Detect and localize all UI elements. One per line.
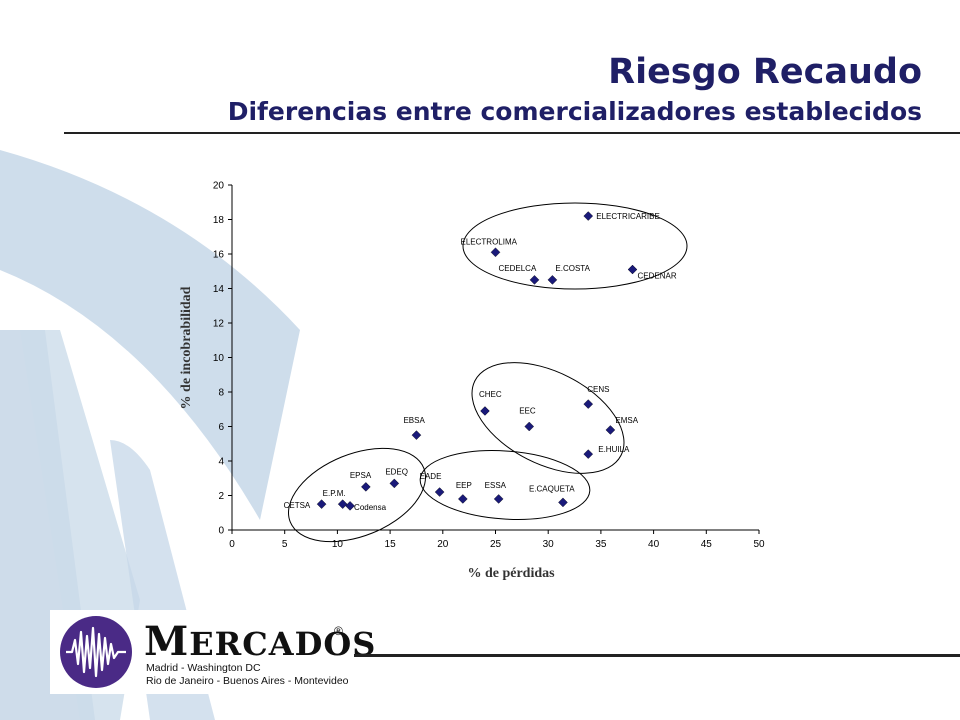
group-ellipse-south-east (419, 450, 591, 520)
y-ticks: 0 2 4 6 8 10 12 14 16 18 20 (213, 181, 232, 537)
y-tick-label: 12 (213, 319, 225, 330)
data-point-label: EPSA (350, 471, 372, 480)
x-tick-label: 0 (229, 539, 235, 550)
data-point-label: EADE (420, 472, 442, 481)
x-tick-label: 40 (648, 539, 660, 550)
data-point-label: CHEC (479, 390, 502, 399)
logo-wordmark: MERCADOS (144, 618, 376, 665)
y-tick-label: 16 (213, 250, 225, 261)
company-logo: MERCADOS ® Madrid - Washington DC Rio de… (50, 610, 375, 694)
data-point-marker (558, 497, 568, 508)
x-tick-label: 15 (385, 539, 397, 550)
data-point-marker (583, 211, 594, 221)
data-point-label: EEC (519, 407, 536, 416)
data-point-label: E.COSTA (555, 264, 590, 273)
data-point-marker (361, 482, 371, 492)
logo-wordmark-initial: M (144, 618, 190, 665)
logo-wordmark-rest: ERCADOS (189, 625, 377, 663)
x-tick-label: 30 (543, 539, 555, 550)
header-divider (64, 132, 960, 134)
data-point-label: ELECTRICARIBE (596, 212, 660, 221)
x-ticks: 0 5 10 15 20 25 30 35 40 45 50 (229, 530, 765, 550)
x-axis-title: % de pérdidas (467, 566, 555, 581)
y-tick-label: 14 (213, 284, 225, 295)
data-point-marker (434, 487, 445, 497)
data-point-marker (411, 430, 422, 440)
y-axis-title: % de incobrabilidad (179, 286, 194, 409)
data-point-marker (337, 499, 348, 509)
y-tick-label: 20 (213, 181, 225, 192)
y-tick-label: 6 (218, 422, 224, 433)
data-point-label: E.HUILA (598, 445, 630, 454)
data-point-marker (389, 478, 400, 489)
registered-mark: ® (334, 624, 343, 638)
data-point-label: ELECTROLIMA (461, 237, 518, 246)
y-tick-label: 8 (218, 388, 224, 399)
y-tick-label: 18 (213, 215, 225, 226)
data-point-label: CENS (587, 385, 609, 394)
data-points: CETSA E.P.M. Codensa EPSA EDEQ EBSA EADE EEP ESS… (284, 211, 677, 512)
data-point-marker (493, 494, 504, 504)
logo-tagline-2: Rio de Janeiro - Buenos Aires - Montevid… (146, 675, 349, 687)
page-subtitle: Diferencias entre comercializadores esta… (227, 97, 922, 126)
data-point-label: CETSA (284, 501, 311, 510)
data-point-label: Codensa (354, 503, 387, 512)
data-point-label: CEDELCA (498, 264, 536, 273)
data-point-marker (583, 449, 594, 459)
x-tick-label: 50 (753, 539, 765, 550)
data-point-marker (605, 425, 616, 435)
data-point-marker (345, 501, 355, 511)
footer-divider (354, 654, 960, 657)
x-tick-label: 10 (332, 539, 344, 550)
data-point-marker (316, 499, 327, 509)
data-point-marker (490, 247, 501, 258)
y-tick-label: 10 (213, 353, 225, 364)
data-point-label: EDEQ (385, 467, 408, 476)
x-tick-label: 25 (490, 539, 502, 550)
y-tick-label: 4 (218, 457, 224, 468)
group-ellipse-south-west (287, 447, 427, 543)
data-point-marker (547, 275, 558, 285)
y-tick-label: 2 (218, 491, 224, 502)
data-point-label: E.P.M. (323, 489, 346, 498)
logo-waveform-icon (60, 616, 132, 688)
group-ellipse-north (462, 202, 688, 290)
data-point-label: EBSA (403, 416, 425, 425)
data-point-marker (627, 264, 638, 275)
data-point-marker (458, 494, 468, 504)
data-point-label: ESSA (485, 481, 507, 490)
group-ellipse-central (471, 362, 625, 474)
data-point-label: CEDENAR (638, 272, 677, 281)
x-tick-label: 35 (595, 539, 607, 550)
data-point-marker (524, 421, 535, 432)
data-point-marker (480, 406, 490, 416)
y-tick-label: 0 (218, 526, 224, 537)
data-point-label: EEP (456, 481, 472, 490)
page-title: Riesgo Recaudo (608, 52, 922, 92)
x-tick-label: 45 (701, 539, 713, 550)
data-point-label: E.CAQUETA (529, 484, 575, 493)
data-point-marker (529, 275, 540, 285)
logo-tagline-1: Madrid - Washington DC (146, 662, 261, 674)
group-ellipses (287, 202, 688, 543)
data-point-label: EMSA (615, 416, 638, 425)
x-tick-label: 5 (282, 539, 288, 550)
x-tick-label: 20 (437, 539, 449, 550)
data-point-marker (583, 399, 594, 409)
